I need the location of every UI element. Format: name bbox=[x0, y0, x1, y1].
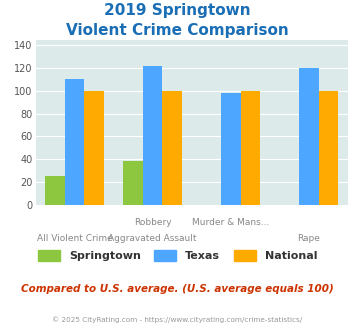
Bar bbox=[124, 161, 143, 205]
Text: © 2025 CityRating.com - https://www.cityrating.com/crime-statistics/: © 2025 CityRating.com - https://www.city… bbox=[53, 317, 302, 323]
Text: Compared to U.S. average. (U.S. average equals 100): Compared to U.S. average. (U.S. average … bbox=[21, 284, 334, 294]
Bar bbox=[65, 80, 84, 205]
Bar bbox=[143, 66, 163, 205]
Text: Violent Crime Comparison: Violent Crime Comparison bbox=[66, 23, 289, 38]
Bar bbox=[45, 176, 65, 205]
Text: Murder & Mans...: Murder & Mans... bbox=[192, 218, 269, 227]
Bar bbox=[221, 93, 241, 205]
Text: 2019 Springtown: 2019 Springtown bbox=[104, 3, 251, 18]
Bar bbox=[319, 91, 338, 205]
Text: Rape: Rape bbox=[297, 234, 320, 243]
Bar bbox=[241, 91, 260, 205]
Bar bbox=[299, 68, 319, 205]
Bar bbox=[163, 91, 182, 205]
Bar bbox=[84, 91, 104, 205]
Text: Aggravated Assault: Aggravated Assault bbox=[108, 234, 197, 243]
Text: All Violent Crime: All Violent Crime bbox=[37, 234, 113, 243]
Text: Robbery: Robbery bbox=[134, 218, 171, 227]
Legend: Springtown, Texas, National: Springtown, Texas, National bbox=[38, 250, 317, 261]
